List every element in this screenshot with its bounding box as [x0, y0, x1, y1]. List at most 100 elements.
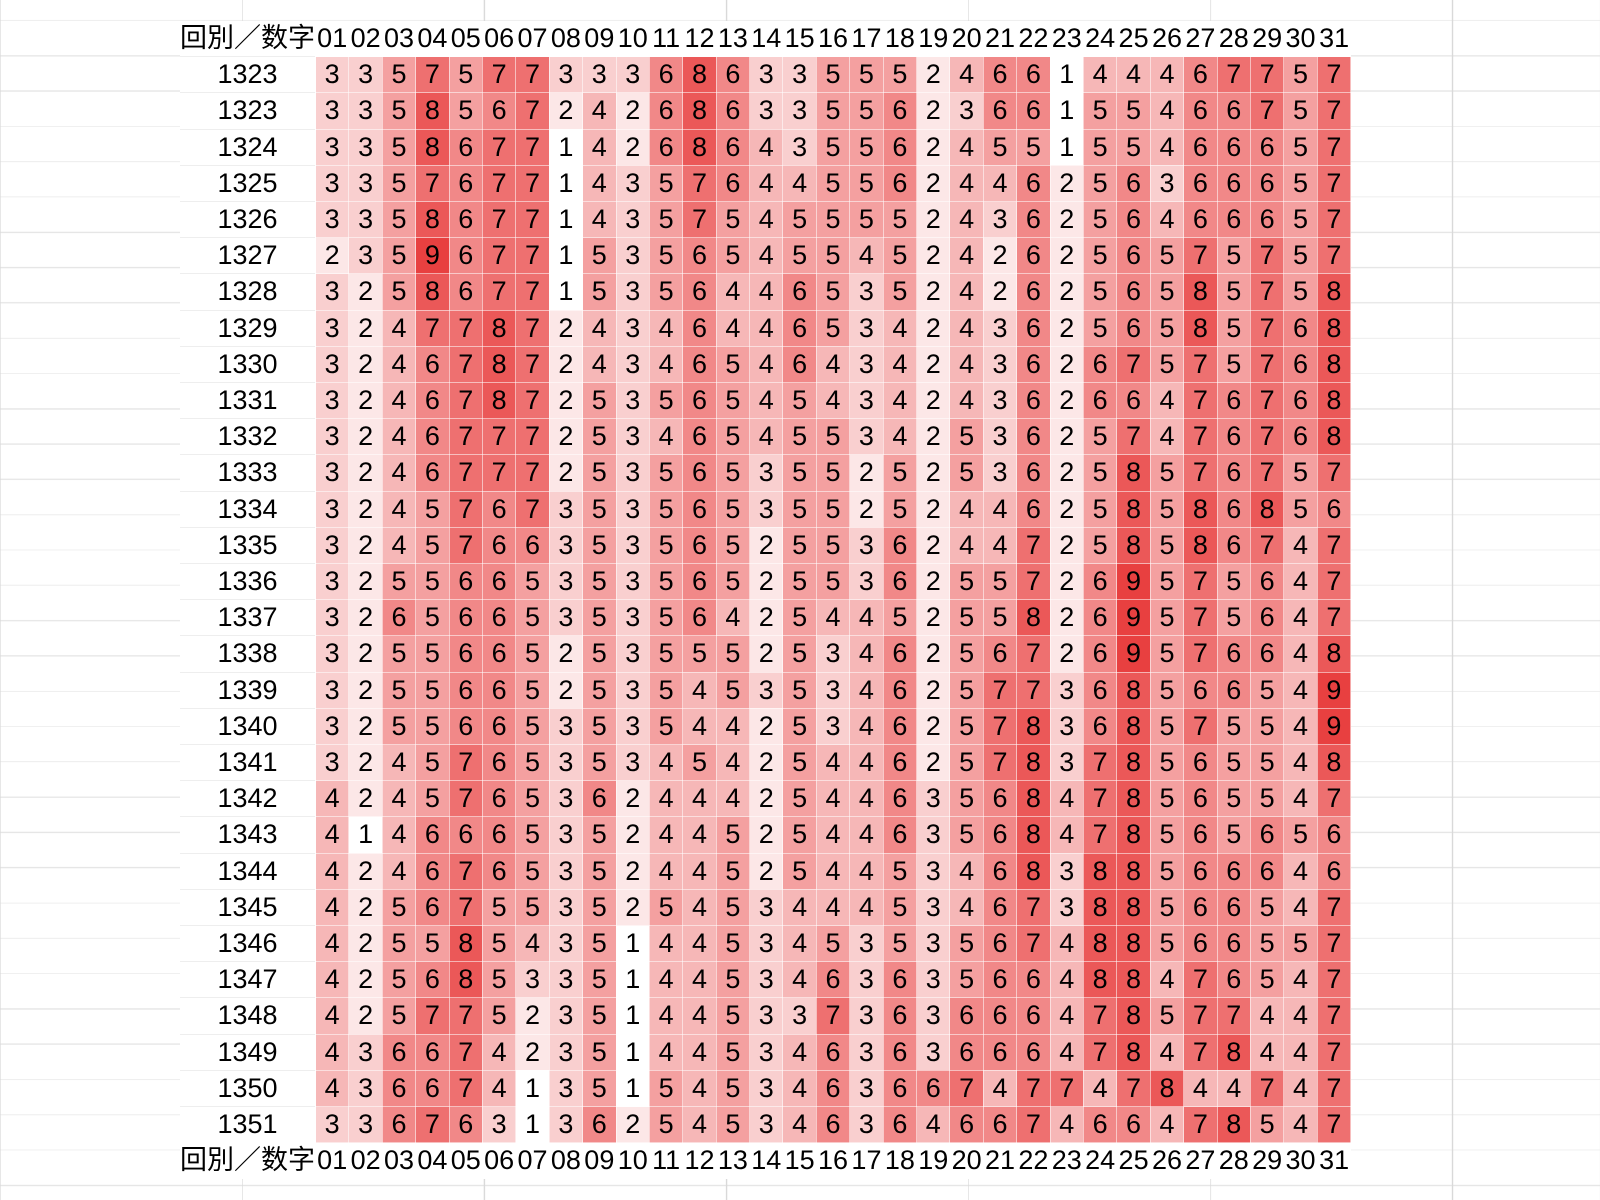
heatmap-cell: 3	[314, 345, 350, 384]
heatmap-cell: 7	[1016, 1106, 1051, 1144]
heatmap-cell: 4	[715, 780, 751, 818]
column-header-04: 04	[415, 21, 450, 57]
heatmap-cell: 6	[1283, 418, 1318, 456]
heatmap-cell: 7	[448, 997, 483, 1035]
heatmap-cell: 4	[381, 382, 417, 420]
heatmap-cell: 7	[481, 454, 517, 492]
row-label-1341: 1341	[180, 744, 316, 781]
heatmap-cell: 2	[615, 1106, 650, 1144]
heatmap-cell: 3	[548, 1106, 584, 1144]
heatmap-cell: 5	[815, 526, 851, 565]
heatmap-cell: 6	[982, 925, 1018, 963]
heatmap-cell: 6	[1216, 671, 1251, 709]
heatmap-cell: 7	[515, 490, 550, 528]
heatmap-cell: 5	[515, 816, 550, 854]
heatmap-cell: 5	[882, 599, 918, 637]
heatmap-cell: 6	[1183, 164, 1218, 203]
heatmap-cell: 6	[1016, 92, 1051, 130]
heatmap-cell: 3	[749, 671, 784, 709]
heatmap-cell: 5	[648, 599, 684, 637]
heatmap-cell: 8	[1116, 454, 1151, 492]
table-row: 1335 3 2 4 5 7 6 6 3 5 3 5 6 5 2 5 5 3 6 2 4 4 7 2 5 8 5 8 6 7 4 7	[180, 526, 1352, 565]
heatmap-cell: 3	[849, 418, 884, 456]
heatmap-cell: 4	[1283, 599, 1318, 637]
heatmap-cell: 3	[615, 56, 650, 94]
heatmap-cell: 6	[882, 1033, 918, 1071]
heatmap-cell: 5	[1216, 273, 1251, 311]
heatmap-cell: 5	[849, 164, 884, 203]
heatmap-cell: 6	[415, 382, 450, 420]
heatmap-cell: 8	[481, 382, 517, 420]
heatmap-cell: 2	[1049, 418, 1084, 456]
heatmap-cell: 8	[682, 56, 717, 94]
heatmap-cell: 6	[815, 961, 851, 999]
heatmap-cell: 6	[1116, 1106, 1151, 1144]
heatmap-cell: 5	[715, 888, 751, 927]
heatmap-cell: 4	[1149, 92, 1185, 130]
heatmap-cell: 3	[1049, 888, 1084, 927]
heatmap-cell: 6	[415, 888, 450, 927]
heatmap-cell: 6	[1249, 128, 1285, 166]
heatmap-cell: 3	[1049, 744, 1084, 782]
heatmap-cell: 6	[381, 1069, 417, 1108]
heatmap-cell: 5	[1082, 273, 1118, 311]
heatmap-cell: 3	[849, 961, 884, 999]
heatmap-cell: 8	[1116, 997, 1151, 1035]
heatmap-cell: 4	[1283, 707, 1318, 746]
heatmap-cell: 2	[916, 454, 951, 492]
heatmap-cell: 4	[849, 744, 884, 782]
row-label-1344: 1344	[180, 852, 316, 890]
heatmap-cell: 5	[949, 744, 984, 782]
heatmap-cell: 3	[1049, 707, 1084, 746]
heatmap-cell: 5	[1116, 128, 1151, 166]
heatmap-cell: 8	[448, 961, 483, 999]
heatmap-cell: 5	[1149, 744, 1185, 782]
heatmap-cell: 5	[1283, 816, 1318, 854]
heatmap-cell: 4	[1049, 780, 1084, 818]
row-label-1350: 1350	[180, 1069, 316, 1107]
heatmap-cell: 6	[882, 526, 918, 565]
heatmap-cell: 5	[715, 201, 751, 239]
heatmap-cell: 4	[381, 780, 417, 818]
heatmap-cell: 6	[448, 237, 483, 275]
heatmap-cell: 6	[448, 563, 483, 601]
heatmap-cell: 8	[1316, 744, 1352, 782]
heatmap-cell: 6	[882, 1069, 918, 1108]
table-row: 1347 4 2 5 6 8 5 3 3 5 1 4 4 5 3 4 6 3 6 3 5 6 6 4 8 8 4 7 6 5 4 7	[180, 961, 1352, 999]
row-label-1332: 1332	[180, 418, 316, 455]
heatmap-cell: 4	[815, 780, 851, 818]
heatmap-cell: 6	[882, 164, 918, 203]
heatmap-cell: 2	[615, 888, 650, 927]
heatmap-cell: 5	[949, 599, 984, 637]
heatmap-cell: 5	[648, 273, 684, 311]
heatmap-cell: 9	[415, 237, 450, 275]
heatmap-cell: 7	[1016, 526, 1051, 565]
heatmap-cell: 2	[916, 345, 951, 384]
heatmap-cell: 4	[582, 128, 617, 166]
heatmap-cell: 8	[1316, 345, 1352, 384]
heatmap-cell: 2	[749, 744, 784, 782]
heatmap-cell: 4	[949, 490, 984, 528]
heatmap-cell: 5	[1116, 92, 1151, 130]
heatmap-cell: 6	[1116, 309, 1151, 347]
heatmap-cell: 7	[1016, 635, 1051, 673]
heatmap-cell: 5	[582, 237, 617, 275]
heatmap-cell: 5	[648, 237, 684, 275]
column-header-10: 10	[615, 21, 650, 57]
heatmap-cell: 4	[682, 1033, 717, 1071]
heatmap-cell: 3	[982, 345, 1018, 384]
heatmap-cell: 6	[949, 1033, 984, 1071]
heatmap-cell: 8	[1116, 526, 1151, 565]
heatmap-cell: 5	[815, 56, 851, 94]
heatmap-cell: 6	[715, 92, 751, 130]
column-header-03: 03	[381, 21, 416, 57]
row-label-1351: 1351	[180, 1106, 316, 1143]
header-row: 回別／数字 01 02 03 04 05 06 07 08 09 10 11 12 13 14 15 16 17…	[180, 21, 1351, 57]
heatmap-cell: 7	[1249, 418, 1285, 456]
heatmap-cell: 3	[548, 816, 584, 854]
table-row: 1332 3 2 4 6 7 7 7 2 5 3 4 6 5 4 5 5 3 4 2 5 3 6 2 5 7 4 7 6 7 6 8	[180, 418, 1352, 456]
heatmap-cell: 5	[515, 707, 550, 746]
heatmap-cell: 1	[615, 925, 650, 963]
heatmap-cell: 8	[1082, 961, 1118, 999]
column-header-11: 11	[648, 21, 683, 57]
